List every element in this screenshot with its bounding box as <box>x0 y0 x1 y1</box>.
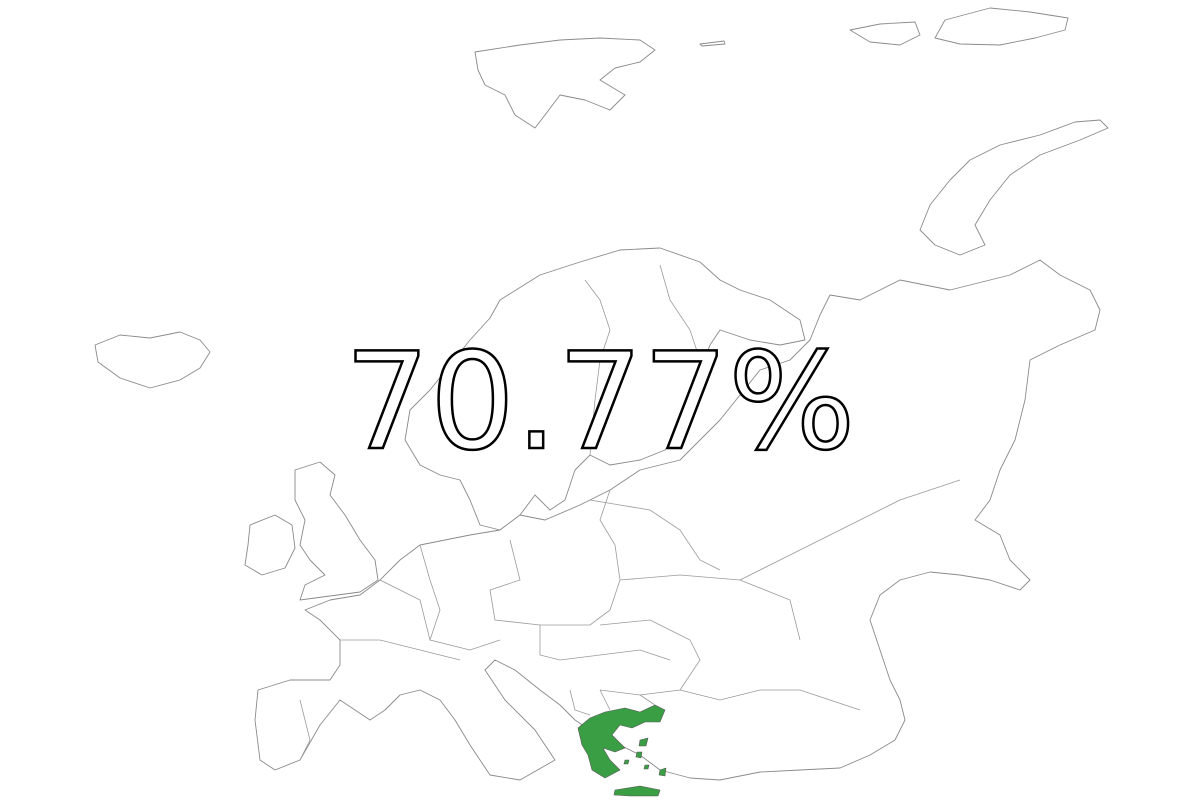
franz-josef-land <box>849 7 1069 46</box>
country-borders <box>299 264 961 761</box>
iceland <box>94 331 211 389</box>
scandinavia <box>404 247 806 531</box>
ireland <box>244 514 296 576</box>
percentage-label: 70.77% <box>345 324 856 480</box>
continental-europe <box>254 259 1101 781</box>
greece[interactable] <box>577 704 666 779</box>
svalbard-island <box>699 40 726 47</box>
novaya-zemlya <box>919 119 1109 256</box>
crete[interactable] <box>613 785 661 797</box>
svalbard <box>474 37 656 129</box>
greek-islands[interactable] <box>623 737 667 777</box>
great-britain <box>294 461 379 601</box>
